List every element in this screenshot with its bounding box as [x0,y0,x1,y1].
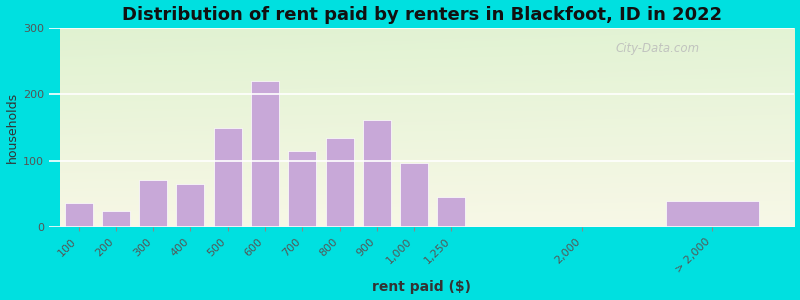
Bar [326,138,354,227]
Bar [102,212,130,227]
Bar [400,163,428,227]
Bar [214,128,242,227]
Bar [65,203,93,227]
Title: Distribution of rent paid by renters in Blackfoot, ID in 2022: Distribution of rent paid by renters in … [122,6,722,24]
Text: City-Data.com: City-Data.com [615,42,699,55]
Bar [666,201,759,227]
Bar [251,81,279,227]
Bar [438,197,466,227]
Y-axis label: households: households [6,92,18,163]
X-axis label: rent paid ($): rent paid ($) [372,280,471,294]
Bar [177,184,204,227]
Bar [139,179,167,227]
Bar [363,120,391,227]
Bar [288,151,316,227]
